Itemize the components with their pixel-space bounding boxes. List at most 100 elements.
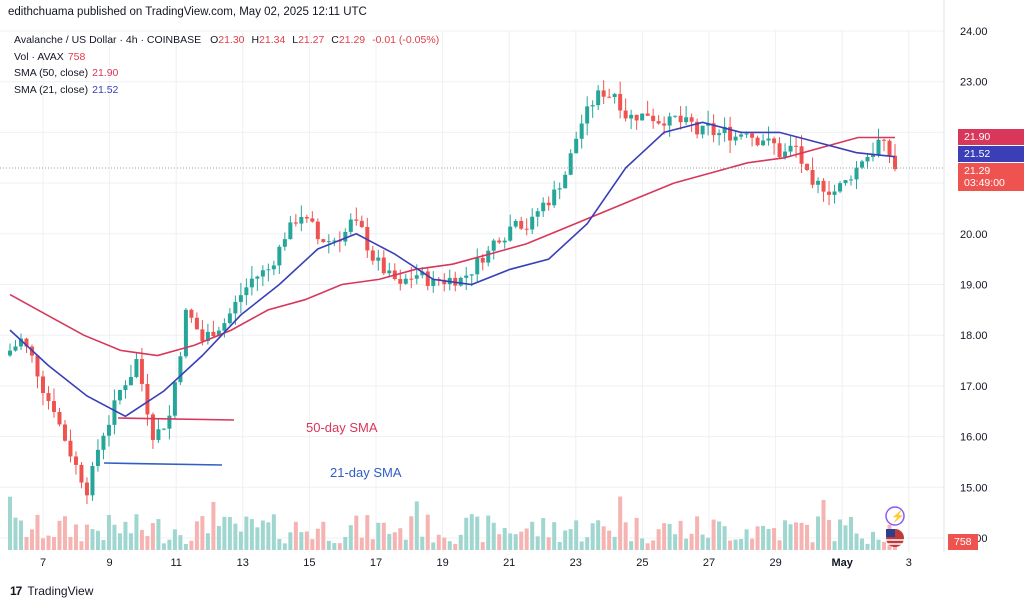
candle-body — [491, 240, 496, 251]
candle-body — [821, 180, 826, 192]
x-tick-label: 3 — [906, 557, 912, 569]
candle-body — [431, 278, 436, 286]
candle-body — [123, 385, 128, 391]
volume-bar — [843, 525, 848, 550]
volume-bar — [183, 543, 188, 550]
candle-body — [882, 139, 887, 141]
volume-bar — [486, 515, 491, 550]
candle-body — [579, 123, 584, 139]
volume-bar — [387, 533, 392, 550]
candle-body — [684, 117, 689, 123]
volume-bar — [365, 515, 370, 550]
volume-bar — [79, 541, 84, 550]
volume-bar — [794, 522, 799, 550]
candle-body — [535, 211, 540, 217]
candle-body — [854, 167, 859, 180]
volume-bar — [722, 526, 727, 550]
volume-bar — [579, 541, 584, 550]
volume-bar — [376, 522, 381, 550]
volume-bar — [568, 529, 573, 550]
volume-bar — [530, 521, 535, 550]
candle-body — [695, 121, 700, 135]
candle-body — [79, 464, 84, 483]
candle-body — [403, 278, 408, 284]
candle-body — [849, 179, 854, 181]
candle-body — [601, 90, 606, 97]
candle-body — [112, 400, 117, 425]
volume-bar — [739, 539, 744, 550]
candle-body — [425, 271, 430, 286]
y-tick-label: 18.00 — [960, 330, 988, 342]
volume-bar — [755, 526, 760, 550]
legend-sma21-row: SMA (21, close) 21.52 — [14, 83, 119, 96]
candle-body — [816, 180, 821, 185]
candle-body — [106, 424, 111, 436]
volume-bar — [68, 536, 73, 550]
volume-bar — [502, 528, 507, 550]
volume-bar — [288, 532, 293, 550]
candle-body — [651, 115, 656, 122]
volume-bar — [18, 520, 23, 550]
candle-body — [634, 114, 639, 121]
candle-body — [359, 220, 364, 228]
y-tick-label: 16.00 — [960, 432, 988, 444]
volume-bar — [563, 530, 568, 550]
candle-body — [843, 180, 848, 184]
volume-bar — [860, 538, 865, 550]
volume-bar — [453, 543, 458, 550]
volume-bar — [167, 539, 172, 550]
volume-bar — [161, 543, 166, 550]
candle-body — [343, 231, 348, 242]
candle-body — [805, 163, 810, 171]
volume-bar — [8, 496, 12, 550]
footer-brand[interactable]: 17 TradingView — [10, 584, 93, 598]
volume-bar — [200, 516, 205, 550]
volume-bar — [689, 533, 694, 550]
chart-legend: Avalanche / US Dollar · 4h · COINBASE O2… — [14, 32, 439, 98]
x-tick-label: 11 — [170, 557, 181, 569]
candle-body — [761, 140, 766, 146]
symbol-name[interactable]: Avalanche / US Dollar · 4h · COINBASE — [14, 34, 202, 46]
volume-bar — [865, 543, 870, 550]
volume-bar — [90, 529, 95, 550]
volume-bar — [508, 533, 513, 550]
volume-bar — [370, 539, 375, 550]
volume-bar — [728, 540, 733, 550]
candle-body — [629, 114, 634, 119]
volume-bar — [618, 496, 623, 550]
candle-body — [546, 202, 551, 206]
candle-body — [442, 279, 447, 285]
candle-body — [607, 96, 612, 98]
volume-bar — [249, 519, 254, 550]
volume-bar — [194, 521, 199, 550]
volume-bar — [700, 534, 705, 550]
candle-body — [205, 331, 210, 342]
volume-bar — [282, 543, 287, 550]
candle-body — [227, 313, 232, 324]
volume-bar — [431, 542, 436, 550]
candle-body — [178, 356, 183, 383]
volume-bar — [596, 520, 601, 550]
sma50-price-badge: 21.90 — [958, 129, 1024, 145]
volume-bar — [854, 533, 859, 550]
candle-body — [326, 241, 331, 243]
candle-body — [585, 106, 590, 124]
x-tick-label: 27 — [703, 557, 715, 569]
candle-body — [656, 121, 661, 124]
bar-countdown: 03:49:00 — [964, 177, 1005, 189]
candle-body — [409, 278, 414, 280]
volume-bar — [821, 499, 826, 550]
volume-bar — [205, 533, 210, 550]
x-tick-label: 29 — [769, 557, 781, 569]
volume-bar — [189, 540, 194, 550]
candle-body — [744, 133, 749, 135]
volume-bar — [601, 526, 606, 550]
sma50-annotation-label: 50-day SMA — [306, 420, 378, 435]
volume-bar — [40, 538, 45, 550]
volume-bar — [354, 515, 359, 550]
volume-bar — [271, 514, 276, 550]
lightning-icon: ⚡ — [891, 510, 905, 523]
volume-bar — [156, 519, 161, 550]
volume-bar — [876, 539, 881, 550]
